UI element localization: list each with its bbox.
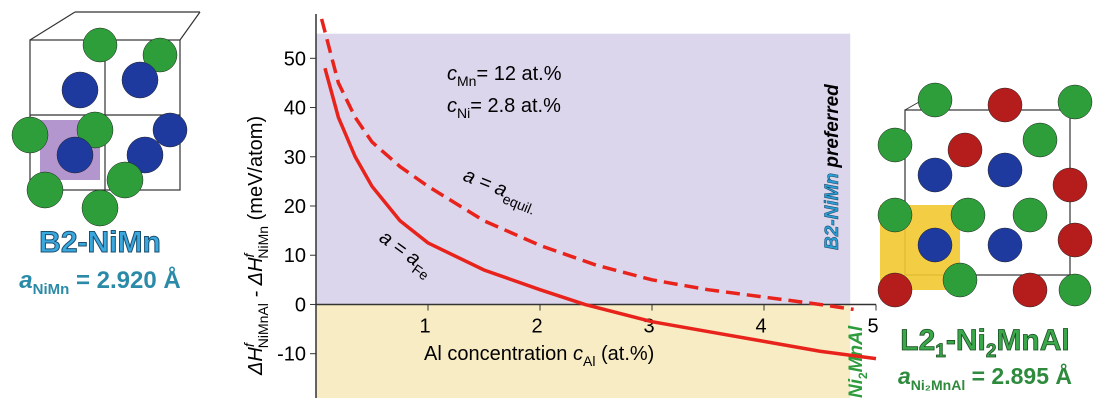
param-symbol: a [898, 363, 911, 389]
y-tick-label: 10 [284, 245, 306, 267]
annotation-text: = 2.8 at.% [470, 95, 561, 117]
atom [987, 87, 1023, 123]
atom [877, 197, 913, 233]
annotation-var: c [447, 95, 457, 117]
region-name: B2-NiMn [822, 173, 843, 250]
cube-edge [29, 11, 76, 41]
x-tick-label: 4 [755, 315, 766, 337]
param-value: = 2.895 Å [965, 362, 1072, 389]
region [316, 304, 851, 398]
name-part: MnAl [996, 324, 1069, 357]
annotation-text: = 12 at.% [476, 63, 561, 85]
label-sup: f [241, 341, 257, 347]
y-axis-label: ΔHfNiMnAl - ΔHfNiMn (meV/atom) [241, 116, 271, 376]
atom [877, 127, 913, 163]
lattice-param: aNiMn = 2.920 Å [19, 266, 180, 298]
atom [1057, 222, 1093, 258]
structure-name: L21-Ni2MnAl [900, 324, 1070, 362]
name-part: -Ni [946, 324, 986, 357]
atom [121, 61, 159, 99]
label-text: ΔH [245, 347, 267, 376]
y-tick-label: -10 [277, 344, 306, 366]
annotation: cNi= 2.8 at.% [447, 95, 561, 121]
region-name: MnAl [846, 325, 867, 372]
atom [942, 262, 978, 298]
y-tick-label: 30 [284, 147, 306, 169]
label-unit: (at.%) [595, 343, 654, 365]
label-sub: NiMnAl [255, 303, 271, 348]
atom [950, 197, 986, 233]
label-sub: Al [583, 353, 595, 369]
param-sub: NiMn [33, 281, 70, 298]
atom [987, 227, 1023, 263]
atom [1052, 167, 1088, 203]
label-sub: NiMn [255, 226, 271, 259]
atom [1012, 197, 1048, 233]
x-tick-label: 5 [867, 315, 878, 337]
name-sub: 1 [935, 341, 946, 362]
atom [82, 27, 118, 63]
l21-crystal [877, 82, 1093, 308]
region-sub: 2 [856, 372, 870, 379]
cube-edge [179, 11, 201, 41]
region-name: Ni [846, 378, 867, 398]
x-tick-label: 3 [643, 315, 654, 337]
atom [987, 152, 1023, 188]
atom [917, 157, 953, 193]
annotation: cMn= 12 at.% [447, 63, 562, 89]
name-part: L2 [900, 324, 935, 357]
y-tick-label: 20 [284, 196, 306, 218]
label-var: c [573, 343, 583, 365]
x-axis-label: Al concentration cAl (at.%) [424, 343, 654, 369]
param-sub: Ni₂MnAl [911, 377, 965, 393]
y-tick-label: 40 [284, 98, 306, 120]
y-tick-label: 50 [284, 48, 306, 70]
atom [917, 82, 953, 118]
atom [56, 136, 94, 174]
param-symbol: a [19, 267, 32, 294]
atom [26, 171, 64, 209]
b2-atoms [11, 27, 188, 227]
atom [152, 112, 188, 148]
atom [1022, 122, 1058, 158]
x-tick-label: 1 [419, 315, 430, 337]
atom [1057, 84, 1093, 120]
region-label: Ni2MnAl [846, 325, 870, 398]
region-text: preferred [822, 84, 843, 173]
atom [1058, 273, 1092, 307]
atom [81, 189, 119, 227]
atom [1012, 272, 1048, 308]
atom [877, 272, 913, 308]
structure-name: B2-NiMn [39, 226, 161, 259]
x-tick-label: 2 [531, 315, 542, 337]
atom [917, 227, 953, 263]
y-tick-label: 0 [295, 294, 306, 316]
annotation-var: c [447, 63, 457, 85]
atom [106, 161, 144, 199]
atom [947, 132, 983, 168]
lattice-param: aNi₂MnAl = 2.895 Å [898, 362, 1072, 393]
series-line [319, 18, 854, 312]
atom [61, 71, 99, 109]
series-line [323, 67, 877, 361]
atom [126, 136, 164, 174]
label-text: - ΔH [245, 257, 267, 303]
region [316, 33, 851, 305]
atom [76, 111, 114, 149]
name-sub: 2 [986, 341, 997, 362]
atom [11, 116, 49, 154]
region-label: B2-NiMn preferred [822, 84, 843, 250]
label-sup: f [241, 251, 257, 257]
annotation-sub: Ni [457, 105, 470, 121]
label-text: (meV/atom) [245, 116, 267, 226]
param-value: = 2.920 Å [69, 266, 180, 294]
atom [142, 37, 178, 73]
annotation-sub: Mn [457, 73, 476, 89]
label-text: Al concentration [424, 343, 573, 365]
series-sub: Fe [409, 261, 432, 284]
